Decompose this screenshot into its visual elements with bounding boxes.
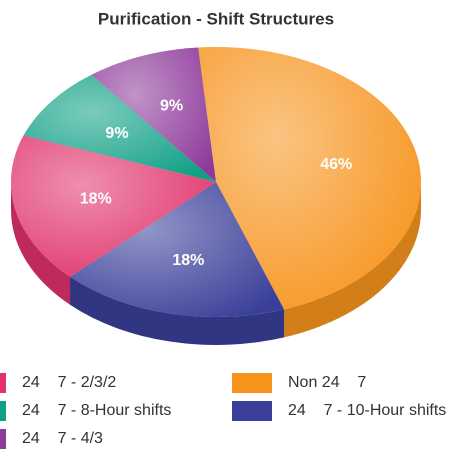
data-label: 9% (160, 98, 183, 115)
data-label: 18% (172, 252, 204, 269)
pie-shine (23, 74, 216, 182)
chart-title: Purification - Shift Structures (98, 9, 334, 28)
legend-label: 24 7 - 2/3/2 (22, 374, 116, 391)
pie-side (70, 276, 285, 345)
data-label: 18% (80, 190, 112, 207)
pie-shine (198, 47, 421, 310)
pie-shine (91, 47, 216, 182)
legend-swatch (0, 401, 6, 421)
pie-shine (11, 135, 217, 277)
pie-side (11, 182, 71, 305)
data-label: 46% (320, 156, 352, 173)
legend-label: 24 7 - 10-Hour shifts (288, 402, 446, 419)
legend-swatch (232, 401, 272, 421)
legend-swatch (0, 429, 6, 449)
legend-swatch (232, 373, 272, 393)
legend-swatch (0, 373, 6, 393)
legend-label: Non 24 7 (288, 374, 366, 391)
pie-side (284, 182, 421, 338)
pie-shine (70, 182, 285, 317)
legend: Non 24 7 24 7 - 10-Hour shifts 24 7 - 2/3/… (0, 373, 446, 449)
data-label: 9% (105, 125, 128, 142)
pie: 46% 18% 18% 9% 9% (11, 47, 421, 345)
legend-label: 24 7 - 4/3 (22, 430, 103, 447)
legend-label: 24 7 - 8-Hour shifts (22, 402, 171, 419)
